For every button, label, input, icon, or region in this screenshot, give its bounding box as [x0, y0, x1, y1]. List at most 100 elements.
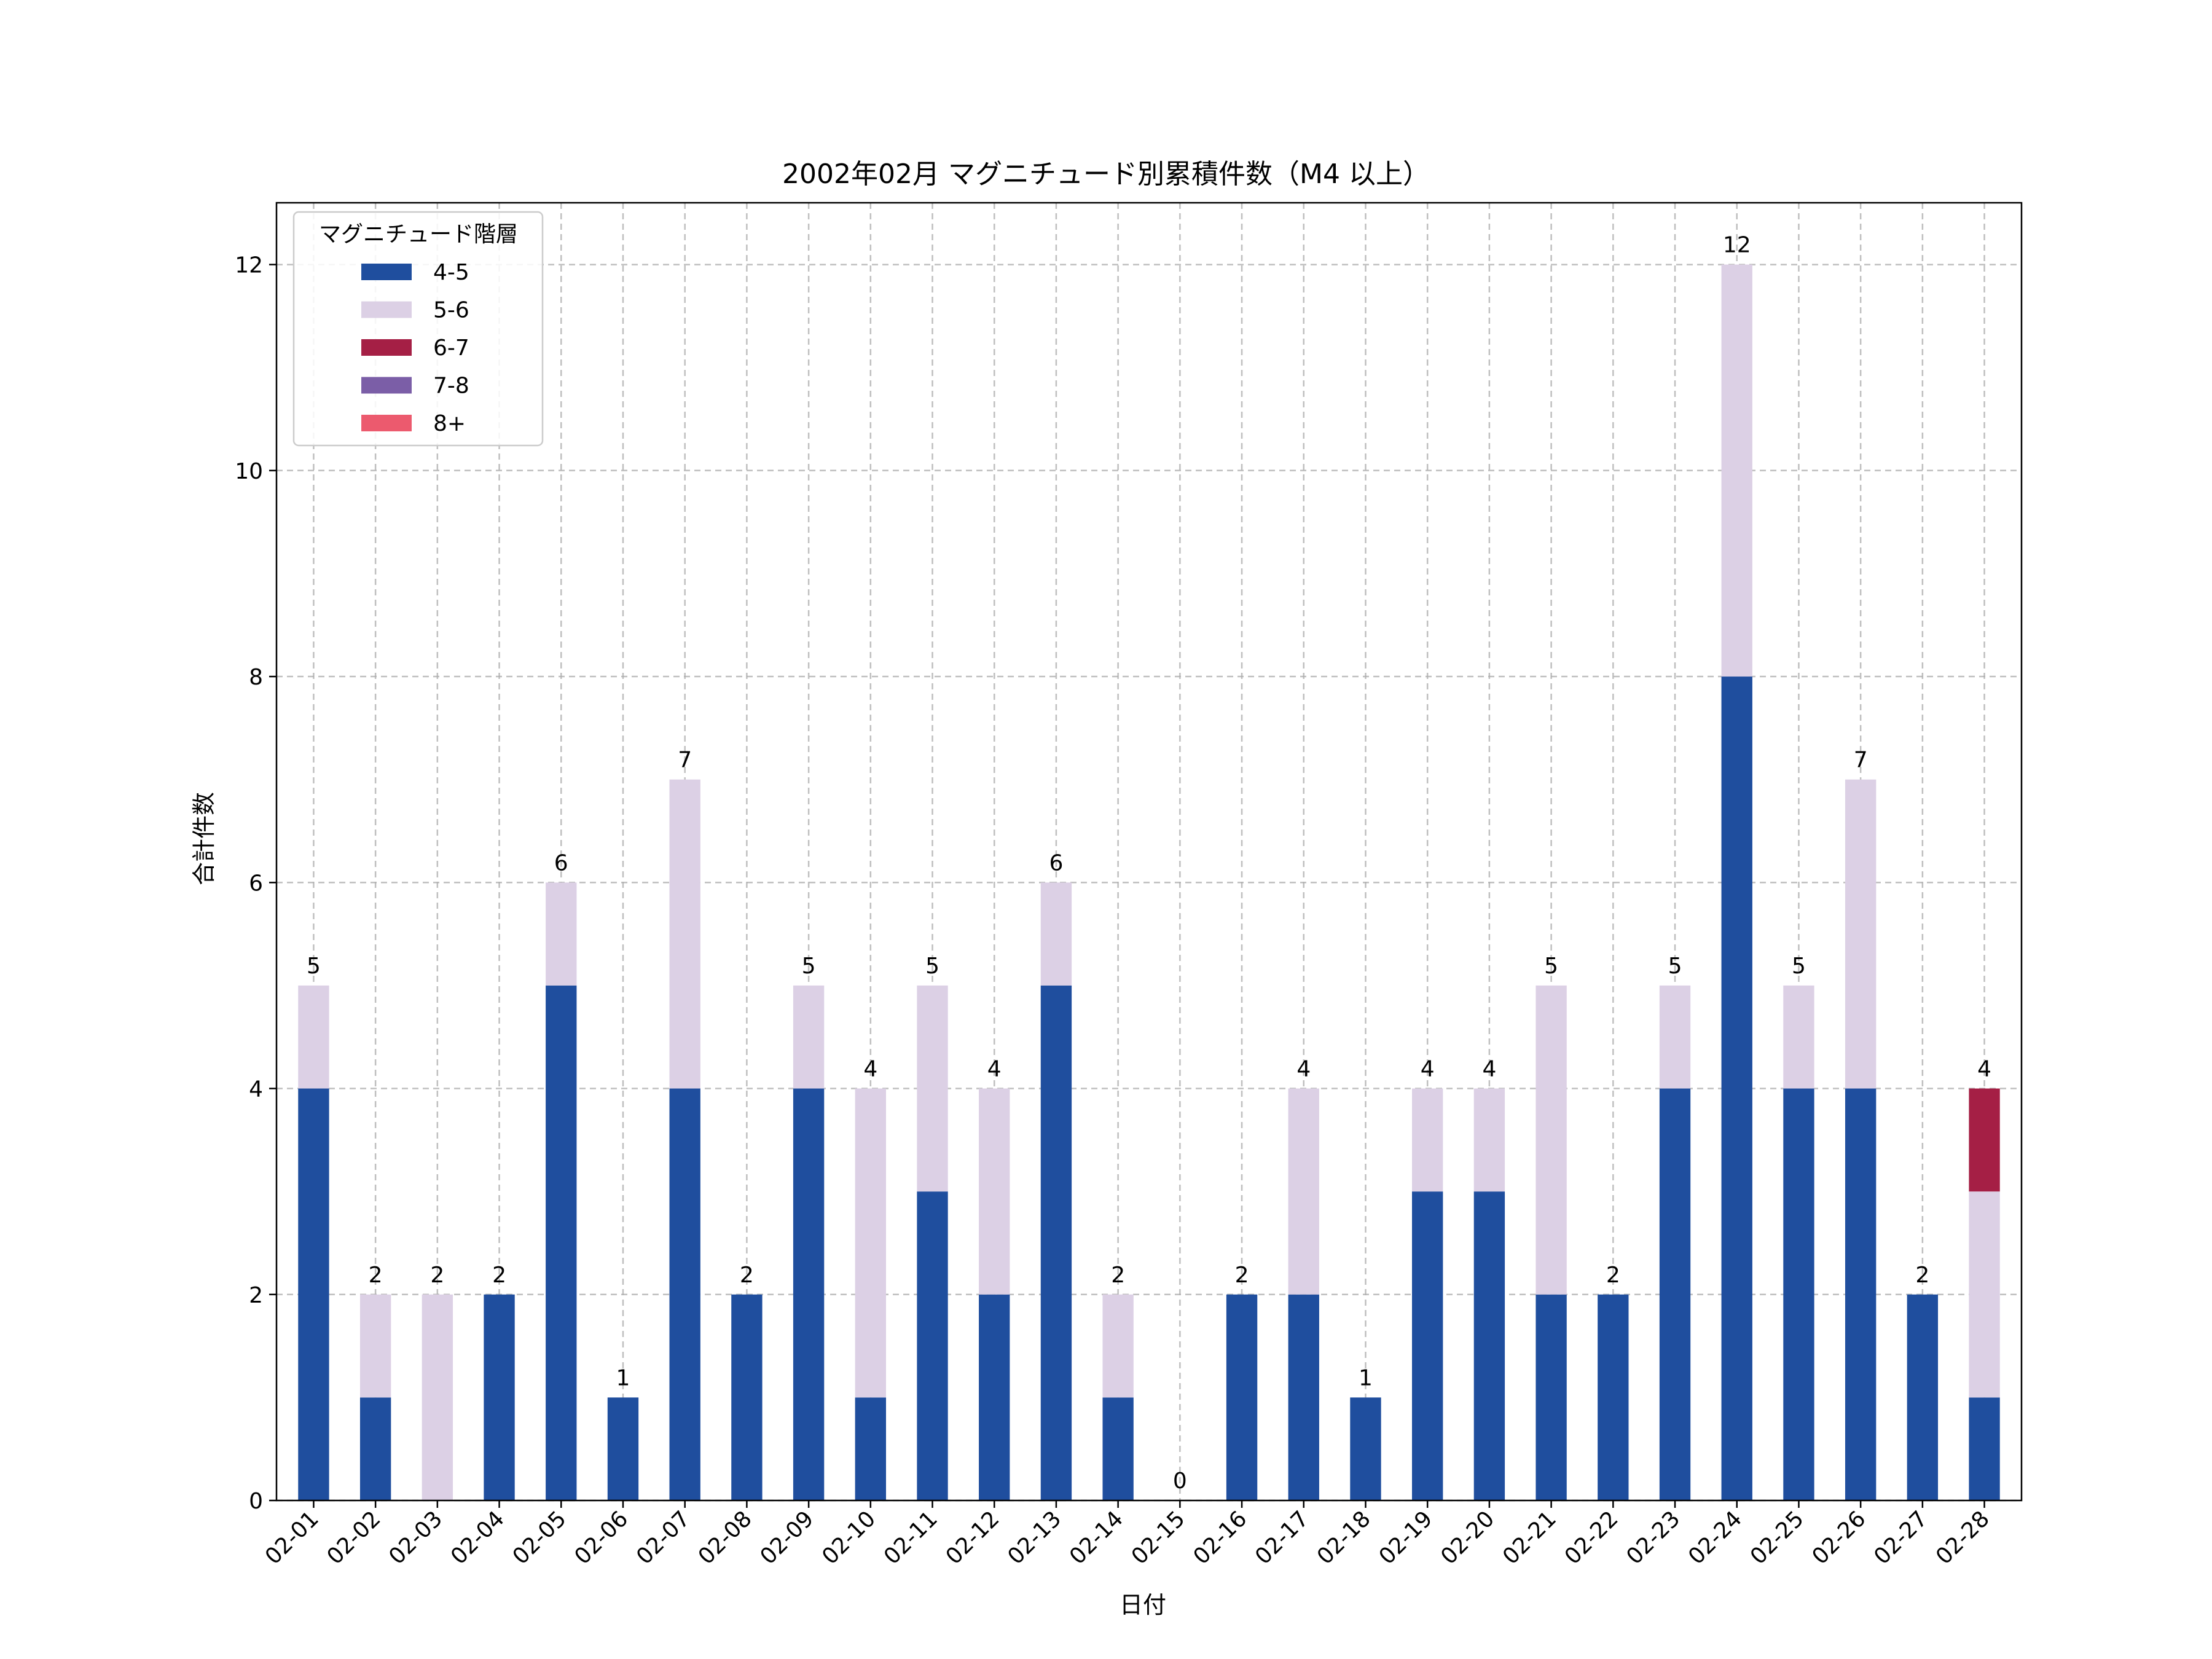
- y-tick-label: 12: [235, 253, 263, 278]
- y-tick-label: 10: [235, 459, 263, 484]
- bar-segment-4-5: [1907, 1294, 1939, 1500]
- bar-segment-4-5: [1040, 985, 1072, 1500]
- legend: マグニチュード階層 4-5 5-6 6-7 7-8 8+: [292, 211, 544, 447]
- y-tick-label: 0: [249, 1489, 263, 1514]
- y-axis-label: 合計件数: [190, 792, 218, 885]
- bar-segment-5-6: [359, 1294, 391, 1398]
- bar-segment-4-5: [1659, 1088, 1691, 1500]
- bar-segment-4-5: [607, 1397, 639, 1500]
- bar-segment-4-5: [1350, 1397, 1381, 1500]
- bar-segment-5-6: [1288, 1088, 1319, 1295]
- bar-total-label: 6: [554, 850, 568, 876]
- bar-segment-5-6: [917, 985, 948, 1192]
- bar-total-label: 4: [1296, 1057, 1311, 1082]
- bar-total-label: 1: [616, 1365, 630, 1390]
- legend-items: 4-5 5-6 6-7 7-8 8+: [361, 260, 469, 436]
- bar-total-label: 5: [307, 954, 321, 979]
- bar-segment-6-7: [1969, 1088, 2000, 1192]
- legend-entry-label: 7-8: [433, 374, 469, 399]
- legend-swatch: [361, 415, 412, 431]
- bar-segment-5-6: [298, 985, 329, 1089]
- bar-segment-4-5: [855, 1397, 886, 1500]
- bar-segment-4-5: [1535, 1294, 1567, 1500]
- y-tick-label: 2: [249, 1283, 263, 1308]
- bar-total-label: 2: [430, 1263, 444, 1288]
- x-axis-label: 日付: [1120, 1591, 1166, 1618]
- bar-total-label: 2: [492, 1263, 506, 1288]
- bar-segment-4-5: [1226, 1294, 1258, 1500]
- bar-segment-5-6: [855, 1088, 886, 1398]
- bar-total-label: 7: [1854, 748, 1868, 773]
- y-tick-label: 4: [249, 1077, 263, 1102]
- bar-segment-4-5: [298, 1088, 329, 1500]
- y-axis: 0 2 4 6 8 10 12: [235, 253, 276, 1514]
- bar-segment-4-5: [979, 1294, 1010, 1500]
- bar-segment-4-5: [546, 985, 577, 1500]
- bar-total-label: 5: [1792, 954, 1806, 979]
- bar-segment-4-5: [1598, 1294, 1629, 1500]
- bar-segment-4-5: [793, 1088, 825, 1500]
- bar-total-label: 12: [1723, 233, 1751, 258]
- bars-layer: [298, 264, 2000, 1500]
- bar-total-label: 2: [1915, 1263, 1929, 1288]
- bar-segment-4-5: [731, 1294, 763, 1500]
- bar-segment-4-5: [1473, 1191, 1505, 1500]
- bar-total-label: 4: [863, 1057, 877, 1082]
- bar-total-label: 5: [1668, 954, 1682, 979]
- bar-segment-5-6: [546, 882, 577, 986]
- plot-frame: [275, 202, 2023, 1502]
- bar-segment-4-5: [484, 1294, 515, 1500]
- bar-segment-5-6: [1412, 1088, 1443, 1192]
- bar-total-label: 4: [987, 1057, 1002, 1082]
- bar-total-label: 2: [369, 1263, 383, 1288]
- bar-segment-5-6: [1659, 985, 1691, 1089]
- legend-entry-label: 8+: [433, 411, 466, 436]
- legend-swatch: [361, 377, 412, 394]
- bar-segment-5-6: [1102, 1294, 1134, 1398]
- bar-segment-5-6: [979, 1088, 1010, 1295]
- bar-segment-5-6: [793, 985, 825, 1089]
- bar-total-label: 2: [1606, 1263, 1620, 1288]
- bar-total-label: 4: [1482, 1057, 1496, 1082]
- legend-swatch: [361, 339, 412, 356]
- bar-total-label: 5: [1544, 954, 1558, 979]
- bar-total-label: 4: [1421, 1057, 1435, 1082]
- bar-segment-5-6: [1535, 985, 1567, 1295]
- bar-total-label: 2: [740, 1263, 754, 1288]
- bar-total-label: 5: [925, 954, 939, 979]
- bar-segment-4-5: [1783, 1088, 1814, 1500]
- legend-box: [292, 211, 544, 447]
- bar-total-label: 2: [1235, 1263, 1249, 1288]
- bar-segment-4-5: [1969, 1397, 2000, 1500]
- legend-entry-label: 4-5: [433, 260, 469, 285]
- bar-segment-4-5: [1845, 1088, 1877, 1500]
- legend-entry-label: 6-7: [433, 335, 469, 361]
- bar-total-label: 0: [1173, 1469, 1187, 1494]
- bar-total-label: 2: [1111, 1263, 1125, 1288]
- bar-segment-5-6: [1783, 985, 1814, 1089]
- y-tick-label: 6: [249, 871, 263, 896]
- legend-swatch: [361, 301, 412, 318]
- bar-total-label: 4: [1977, 1057, 1991, 1082]
- bar-segment-5-6: [1473, 1088, 1505, 1192]
- bar-segment-4-5: [1102, 1397, 1134, 1500]
- y-tick-label: 8: [249, 665, 263, 690]
- legend-entry-label: 5-6: [433, 298, 469, 323]
- bar-segment-5-6: [1845, 779, 1877, 1089]
- bar-segment-5-6: [1040, 882, 1072, 986]
- bar-total-label: 5: [802, 954, 816, 979]
- bar-segment-4-5: [1412, 1191, 1443, 1500]
- bar-segment-5-6: [669, 779, 700, 1089]
- bar-segment-5-6: [1969, 1191, 2000, 1398]
- bar-segment-4-5: [1721, 677, 1752, 1500]
- bar-segment-5-6: [1721, 264, 1752, 677]
- bar-segment-4-5: [359, 1397, 391, 1500]
- legend-swatch: [361, 264, 412, 280]
- bar-segment-5-6: [422, 1294, 453, 1500]
- bar-segment-4-5: [917, 1191, 948, 1500]
- bar-segment-4-5: [1288, 1294, 1319, 1500]
- legend-title: マグニチュード階層: [319, 222, 518, 247]
- chart-title: 2002年02月 マグニチュード別累積件数（M4 以上）: [782, 159, 1430, 190]
- bar-labels-layer: 5 2 2 2 6 1 7 2 5 4 5 4 6 2 0 2 4 1 4 4 5 2 5 12 5 7 2 4: [307, 233, 1991, 1494]
